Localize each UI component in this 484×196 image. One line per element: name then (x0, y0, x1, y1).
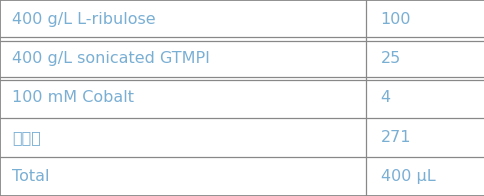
Text: 4: 4 (380, 91, 390, 105)
Text: 400 μL: 400 μL (380, 169, 435, 184)
Text: 정제수: 정제수 (12, 130, 41, 145)
Text: Total: Total (12, 169, 49, 184)
Text: 400 g/L sonicated GTMPI: 400 g/L sonicated GTMPI (12, 51, 210, 66)
Text: 100: 100 (380, 12, 410, 27)
Text: 100 mM Cobalt: 100 mM Cobalt (12, 91, 134, 105)
Text: 400 g/L L-ribulose: 400 g/L L-ribulose (12, 12, 155, 27)
Text: 271: 271 (380, 130, 410, 145)
Text: 25: 25 (380, 51, 400, 66)
